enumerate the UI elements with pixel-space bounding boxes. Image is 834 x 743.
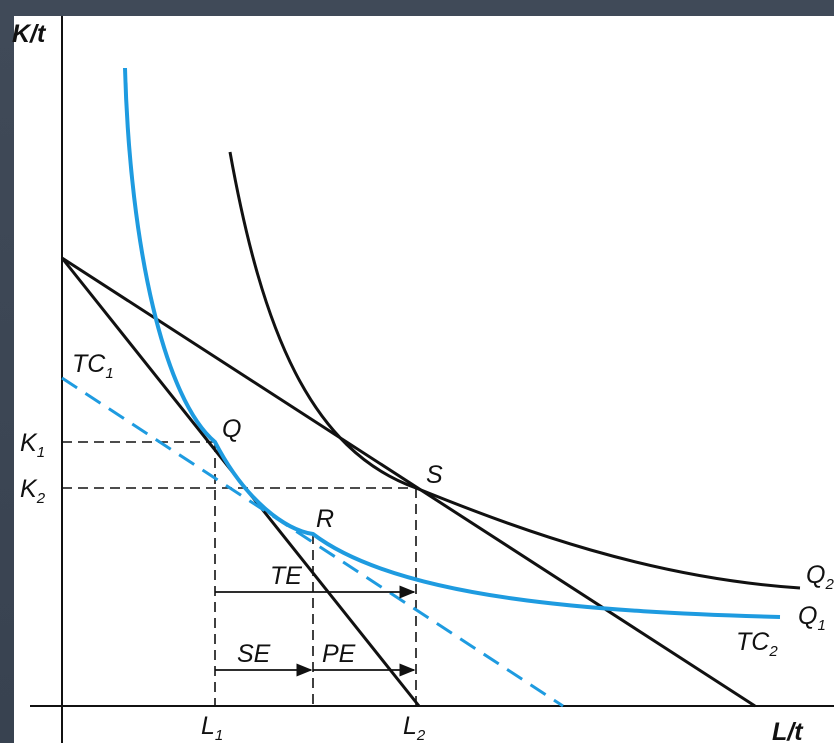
q1-label: Q1 bbox=[798, 602, 826, 634]
q2-label: Q2 bbox=[806, 561, 834, 593]
diagram-panel bbox=[14, 16, 834, 743]
l1-tick-label: L1 bbox=[201, 712, 223, 743]
isocost-line-tc1 bbox=[61, 376, 564, 708]
pe-label: PE bbox=[322, 640, 356, 668]
dashed-reference-lines bbox=[62, 441, 417, 706]
x-axis-label: L/t bbox=[772, 718, 804, 743]
isoquant-q1 bbox=[123, 67, 781, 619]
point-q-label: Q bbox=[222, 415, 241, 443]
k2-tick-label: K2 bbox=[20, 475, 46, 507]
point-s-label: S bbox=[426, 461, 443, 489]
isocost-line-tc2 bbox=[61, 256, 756, 708]
se-label: SE bbox=[237, 640, 271, 668]
y-axis-label: K/t bbox=[12, 20, 47, 48]
l2-tick-label: L2 bbox=[403, 712, 426, 743]
te-label: TE bbox=[270, 562, 302, 590]
isoquant-q2 bbox=[228, 151, 801, 590]
point-r-label: R bbox=[316, 505, 334, 533]
k1-tick-label: K1 bbox=[20, 429, 45, 461]
tc1-label: TC1 bbox=[72, 350, 114, 382]
tc2-label: TC2 bbox=[736, 628, 778, 660]
